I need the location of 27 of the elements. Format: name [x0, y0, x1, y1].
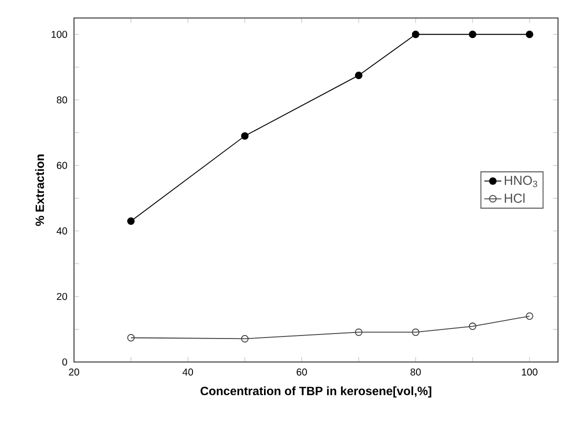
point: [468, 30, 476, 38]
y-tick-label: 0: [62, 358, 68, 366]
point: [241, 132, 249, 140]
point: [526, 30, 534, 38]
y-tick-label: 100: [52, 30, 68, 38]
y-tick-label: 20: [56, 292, 68, 300]
point: [354, 328, 362, 336]
point: [526, 312, 534, 320]
x-tick-label: 100: [522, 368, 538, 376]
point: [127, 217, 135, 225]
y-tick-label: 40: [56, 227, 68, 234]
point: [468, 322, 476, 330]
x-tick-label: 40: [182, 368, 194, 376]
point: [354, 72, 362, 80]
y-axis-title: % Extraction: [35, 154, 44, 226]
point: [241, 335, 249, 342]
x-tick-label: 60: [296, 368, 307, 376]
y-tick-label: 60: [56, 162, 68, 169]
point: [127, 334, 135, 342]
x-tick-label: 20: [68, 368, 80, 376]
x-tick-label: 80: [410, 368, 421, 376]
y-tick-label: 80: [56, 96, 68, 104]
point: [412, 328, 420, 336]
point: [412, 30, 420, 38]
legend-label: HCl: [504, 193, 524, 203]
legend-label: HNO$_{3}$: [504, 176, 538, 188]
x-axis-title: Concentration of TBP in kerosene[vol,%]: [200, 386, 432, 398]
